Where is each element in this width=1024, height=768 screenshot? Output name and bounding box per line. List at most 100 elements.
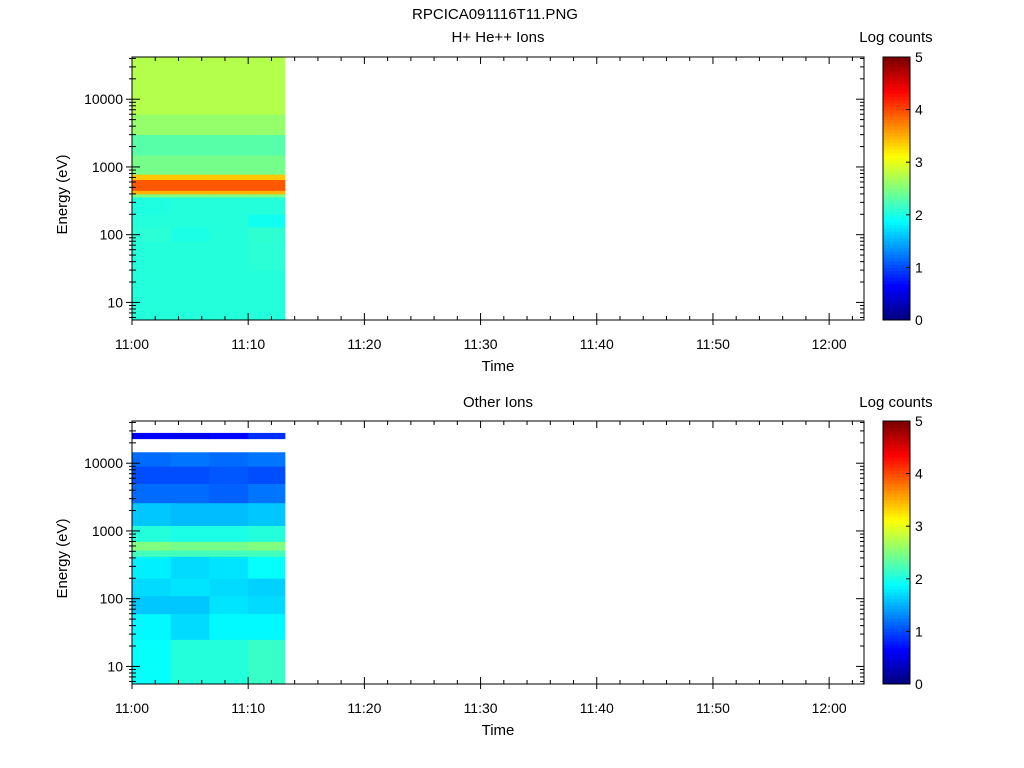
colorbar-segment <box>883 457 910 461</box>
heatmap-cell <box>170 483 210 504</box>
colorbar-segment <box>883 601 910 606</box>
colorbar-segment <box>883 657 910 662</box>
heatmap-cell <box>248 197 286 215</box>
heatmap-cell <box>132 550 172 557</box>
x-tick-label: 11:10 <box>231 700 265 716</box>
colorbar-segment <box>883 562 910 567</box>
heatmap-cell <box>248 214 286 228</box>
colorbar-segment <box>883 244 910 249</box>
colorbar-segment <box>883 247 910 252</box>
colorbar-segment <box>883 139 910 143</box>
heatmap-cell <box>132 595 172 615</box>
colorbar-segment <box>883 605 910 609</box>
x-tick-label: 11:40 <box>580 336 614 352</box>
colorbar-segment <box>883 476 910 481</box>
colorbar-segment <box>883 588 910 593</box>
colorbar-segment <box>883 608 910 613</box>
colorbar-segment <box>883 519 910 524</box>
heatmap-cell <box>132 525 172 542</box>
colorbar-tick-label: 5 <box>915 413 923 429</box>
colorbar-segment <box>883 89 910 94</box>
colorbar-segment <box>883 112 910 117</box>
colorbar-segment <box>883 191 910 196</box>
colorbar-segment <box>883 70 910 74</box>
heatmap-cell <box>132 174 172 181</box>
heatmap-cell <box>209 226 249 242</box>
colorbar-segment <box>883 542 910 547</box>
colorbar-segment <box>883 152 910 157</box>
colorbar-segment <box>883 499 910 504</box>
heatmap-cell <box>209 483 249 504</box>
heatmap-cell <box>248 613 286 640</box>
heatmap-cell <box>248 466 286 484</box>
colorbar-segment <box>883 680 910 685</box>
heatmap-cell <box>132 270 172 321</box>
colorbar-tick-label: 3 <box>915 518 923 534</box>
colorbar-segment <box>883 503 910 507</box>
heatmap-cell <box>248 241 286 271</box>
colorbar-segment <box>883 103 910 107</box>
colorbar-tick-label: 0 <box>915 312 923 328</box>
heatmap-cell <box>132 578 172 597</box>
heatmap-cell <box>170 134 210 156</box>
heatmap-cell <box>170 241 210 271</box>
heatmap-cell <box>170 179 210 191</box>
heatmap-cell <box>248 556 286 579</box>
heatmap-cell <box>170 432 210 440</box>
colorbar-segment <box>883 424 910 429</box>
heatmap-cell <box>132 193 172 198</box>
colorbar-segment <box>883 575 910 580</box>
heatmap-cell <box>170 155 210 175</box>
colorbar-segment <box>883 572 910 577</box>
heatmap-cell <box>132 114 172 136</box>
colorbar-segment <box>883 195 910 199</box>
heatmap-cell <box>170 114 210 136</box>
colorbar-segment <box>883 654 910 659</box>
colorbar-segment <box>883 316 910 321</box>
colorbar-segment <box>883 57 910 61</box>
heatmap-cell <box>248 114 286 136</box>
colorbar-segment <box>883 509 910 514</box>
heatmap-cell <box>132 190 172 195</box>
colorbar-segment <box>883 109 910 114</box>
colorbar-segment <box>883 60 910 65</box>
colorbar-segment <box>883 83 910 88</box>
colorbar-segment <box>883 670 910 675</box>
colorbar-segment <box>883 674 910 678</box>
heatmap-cell <box>248 155 286 175</box>
heatmap-cell <box>132 197 172 215</box>
plot-frame <box>131 420 865 685</box>
x-tick-label: 11:50 <box>696 336 730 352</box>
heatmap-cell <box>248 452 286 467</box>
colorbar-segment <box>883 116 910 120</box>
colorbar-segment <box>883 214 910 219</box>
heatmap-cell <box>170 214 210 228</box>
x-tick-label: 11:50 <box>696 700 730 716</box>
colorbar-frame <box>882 56 911 321</box>
colorbar-segment <box>883 273 910 278</box>
colorbar-segment <box>883 483 910 488</box>
colorbar-segment <box>883 99 910 104</box>
colorbar-segment <box>883 628 910 632</box>
heatmap-cell <box>132 226 172 242</box>
colorbar-segment <box>883 201 910 206</box>
heatmap-cell <box>132 541 172 551</box>
colorbar-label: Log counts <box>859 29 932 46</box>
heatmap-cell <box>132 214 172 228</box>
y-tick-label: 1000 <box>92 523 123 539</box>
colorbar-tick-label: 2 <box>915 207 923 223</box>
heatmap-cell <box>132 466 172 484</box>
colorbar-segment <box>883 473 910 478</box>
colorbar-segment <box>883 313 910 318</box>
colorbar-segment <box>883 539 910 544</box>
heatmap-cell <box>248 432 286 440</box>
colorbar-segment <box>883 545 910 550</box>
heatmap-cell <box>132 155 172 175</box>
colorbar-segment <box>883 651 910 655</box>
heatmap-cell <box>248 525 286 542</box>
colorbar-segment <box>883 283 910 288</box>
colorbar-segment <box>883 496 910 501</box>
heatmap-cell <box>248 57 286 115</box>
colorbar-segment <box>883 516 910 521</box>
heatmap-cell <box>248 541 286 551</box>
